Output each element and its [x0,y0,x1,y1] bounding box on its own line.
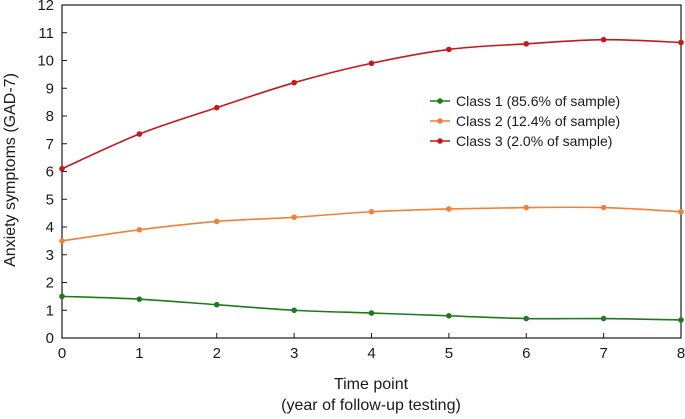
y-tick-label: 6 [46,164,54,181]
data-point [600,315,607,322]
x-axis-title-line2: (year of follow-up testing) [281,397,461,414]
y-tick-label: 11 [38,25,54,42]
series-line [61,38,682,170]
series-2 [59,204,684,244]
x-tick-label: 4 [367,345,375,362]
data-point [600,36,607,43]
data-point [213,218,220,225]
data-point [368,60,375,67]
legend-label: Class 3 (2.0% of sample) [456,133,612,149]
data-point [213,301,220,308]
y-tick-label: 12 [37,0,54,14]
data-point [678,208,684,215]
y-tick-label: 3 [46,247,54,264]
x-axis-title-line1: Time point [334,376,409,393]
legend-item-2: Class 2 (12.4% of sample) [430,113,620,129]
y-tick-label: 1 [46,302,54,319]
y-tick-label: 4 [46,219,54,236]
data-point [59,165,65,172]
legend: Class 1 (85.6% of sample) Class 2 (12.4% … [430,93,620,149]
data-point [523,315,530,322]
data-point [368,208,375,215]
data-point [678,39,684,46]
data-point [446,206,452,212]
y-tick-label: 10 [37,53,54,70]
data-point [523,204,530,211]
x-tick-label: 8 [677,345,685,362]
data-point [213,104,220,111]
data-point [59,293,65,300]
data-point [59,238,65,244]
data-point [136,296,143,302]
x-tick-label: 7 [599,345,607,362]
y-tick-label: 7 [46,136,54,153]
legend-item-1: Class 1 (85.6% of sample) [430,93,620,109]
data-point [678,317,684,323]
y-tick-label: 2 [46,275,54,292]
data-point [523,41,530,47]
series-line [61,295,682,321]
y-tick-label: 5 [46,191,54,208]
legend-item-3: Class 3 (2.0% of sample) [430,133,612,149]
data-point [600,204,607,211]
legend-swatch-marker [437,98,443,104]
plot-frame [61,4,682,339]
legend-label: Class 2 (12.4% of sample) [456,113,620,129]
data-point [446,46,452,53]
y-tick-label: 8 [46,108,54,125]
series-3 [59,36,684,172]
data-point [136,226,143,233]
axes [61,4,682,339]
series-layer [59,36,684,323]
series-1 [59,293,684,323]
data-point [291,79,297,86]
x-tick-label: 1 [135,345,143,362]
data-point [136,131,143,137]
data-point [446,313,452,319]
data-point [291,307,297,314]
legend-swatch-marker [437,138,443,144]
y-tick-label: 9 [46,80,54,97]
legend-label: Class 1 (85.6% of sample) [456,93,620,109]
x-tick-label: 3 [290,345,298,362]
legend-swatch-marker [437,118,443,124]
y-tick-label: 0 [46,330,54,347]
data-point [291,214,297,221]
x-axis-ticks: 0 1 2 3 4 5 6 7 8 [58,333,685,362]
y-axis-title: Anxiety symptoms (GAD-7) [2,73,19,267]
data-point [368,310,375,316]
x-tick-label: 0 [58,345,66,362]
x-tick-label: 2 [213,345,221,362]
x-tick-label: 6 [522,345,530,362]
x-tick-label: 5 [445,345,453,362]
